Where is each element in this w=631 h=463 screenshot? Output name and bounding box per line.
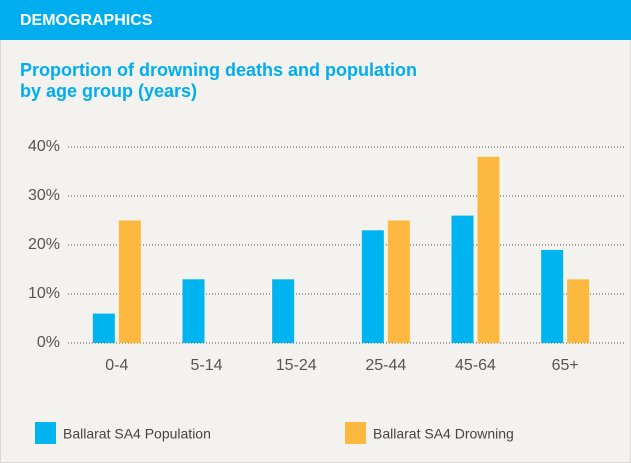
bar — [477, 156, 500, 343]
bar — [451, 215, 474, 343]
y-tick-label: 20% — [28, 236, 60, 253]
bar — [567, 279, 590, 343]
bar — [361, 230, 384, 343]
legend-swatch — [345, 422, 366, 444]
x-tick-label: 65+ — [552, 357, 579, 374]
x-tick-label: 45-64 — [455, 357, 496, 374]
y-tick-label: 40% — [28, 138, 60, 155]
header-title: DEMOGRAPHICS — [20, 12, 153, 29]
legend-swatch — [35, 422, 56, 444]
x-tick-label: 15-24 — [276, 357, 317, 374]
bar — [387, 220, 410, 343]
y-tick-label: 30% — [28, 187, 60, 204]
chart-title: Proportion of drowning deaths and popula… — [20, 60, 417, 80]
bar — [118, 220, 141, 343]
legend-label: Ballarat SA4 Population — [63, 426, 211, 442]
bar — [541, 249, 564, 343]
legend-label: Ballarat SA4 Drowning — [373, 426, 514, 442]
bar — [92, 313, 115, 343]
x-tick-label: 25-44 — [365, 357, 406, 374]
x-tick-label: 5-14 — [190, 357, 222, 374]
y-tick-label: 10% — [28, 285, 60, 302]
x-tick-label: 0-4 — [105, 357, 128, 374]
bar — [272, 279, 295, 343]
bar — [182, 279, 205, 343]
chart-title: by age group (years) — [20, 81, 197, 101]
y-tick-label: 0% — [37, 334, 60, 351]
header-bar — [0, 0, 631, 40]
